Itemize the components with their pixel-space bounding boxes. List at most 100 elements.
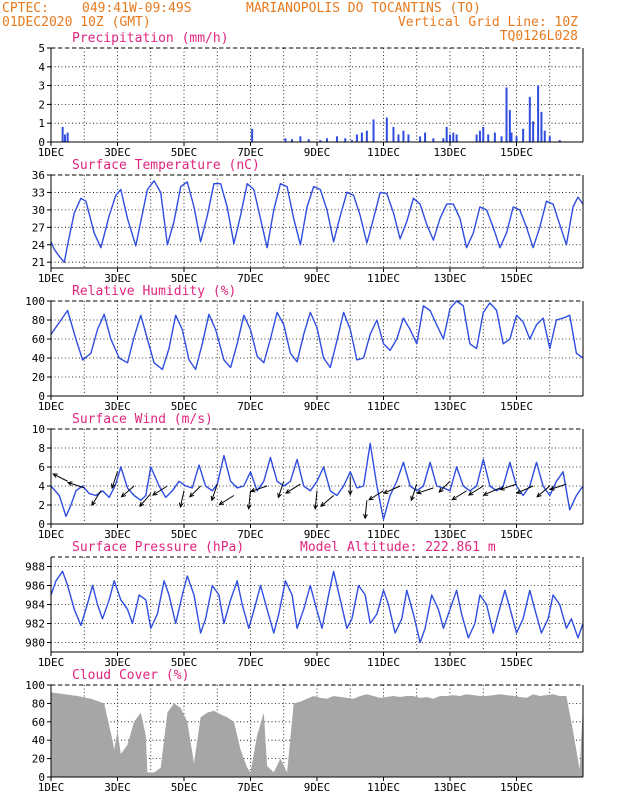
wind-arrow-head [66, 481, 73, 486]
pres-ytick-label: 980 [25, 637, 45, 650]
cloud-ytick-label: 40 [32, 734, 45, 747]
precip-ytick-label: 4 [38, 61, 45, 74]
header-station: MARIANOPOLIS DO TOCANTINS (TO) [246, 1, 481, 16]
wind-arrow-head [482, 491, 489, 496]
pres-panel: 980 982 984 986 988 1DEC 3DEC 5DEC 7DEC 9DEC 11DEC… [25, 540, 584, 669]
cloud-xtick-label: 9DEC [304, 781, 331, 794]
precip-bar [478, 130, 481, 142]
pres-title: Surface Pressure (hPa) [72, 540, 244, 555]
wind-xtick-label: 5DEC [171, 528, 198, 541]
wind-arrow-head [285, 489, 291, 494]
precip-bar [487, 134, 490, 142]
wind-arrow-shaft [121, 485, 135, 498]
precip-bar [500, 136, 503, 142]
wind-arrow-head [218, 500, 225, 506]
wind-arrow-head [416, 489, 422, 495]
wind-arrow-head [178, 502, 184, 509]
precip-bar [397, 134, 400, 142]
precip-bar [424, 132, 427, 142]
wind-ytick-label: 6 [38, 461, 45, 474]
pres-xtick-label: 15DEC [500, 656, 533, 669]
rh-ytick-label: 60 [32, 333, 45, 346]
wind-arrow-head [549, 486, 555, 491]
wind-ytick-label: 2 [38, 499, 45, 512]
wind-arrow-shaft [189, 485, 201, 498]
wind-arrow-head [152, 490, 158, 496]
wind-arrow-shaft [67, 482, 85, 489]
header-coordinates: 049:41W-09:49S [82, 1, 192, 16]
cloud-ytick-label: 80 [32, 697, 45, 710]
precip-bar [307, 139, 310, 142]
precip-bar [522, 128, 525, 142]
precip-bar [449, 134, 451, 142]
precip-bar [505, 87, 508, 142]
rh-xtick-label: 1DEC [38, 400, 65, 413]
precip-xtick-label: 9DEC [304, 146, 331, 159]
pres-xtick-label: 1DEC [38, 656, 65, 669]
wind-arrow-head [467, 490, 474, 496]
rh-ytick-label: 0 [38, 390, 45, 403]
pres-ytick-label: 988 [25, 561, 45, 574]
precip-ytick-label: 1 [38, 117, 45, 130]
header-grid-line: Vertical Grid Line: 10Z [398, 15, 578, 30]
wind-xtick-label: 7DEC [237, 528, 264, 541]
precip-bar [365, 130, 368, 142]
precip-bar [540, 111, 543, 142]
precip-xtick-label: 7DEC [237, 146, 264, 159]
precip-xtick-label: 3DEC [104, 146, 131, 159]
temp-title: Surface Temperature (nC) [72, 158, 260, 173]
panels: 0 1 2 3 4 5 1DEC 3DEC 5DEC 7DEC 9DEC 11DEC 13DEC 15DE… [25, 31, 584, 794]
precip-bar [350, 140, 353, 142]
wind-arrow-shaft [111, 471, 118, 489]
wind-xtick-label: 3DEC [104, 528, 131, 541]
wind-xtick-label: 11DEC [367, 528, 400, 541]
rh-xtick-label: 9DEC [304, 400, 331, 413]
wind-arrow-shaft [550, 483, 567, 490]
pres-ytick-label: 984 [25, 599, 45, 612]
wind-ytick-label: 0 [38, 518, 45, 531]
pres-line [50, 570, 584, 644]
precip-ytick-label: 3 [38, 80, 45, 93]
wind-arrow-head [368, 495, 374, 501]
cloud-xtick-label: 7DEC [237, 781, 264, 794]
wind-arrow-shaft [417, 487, 434, 494]
precip-bar [508, 110, 511, 142]
precip-xtick-label: 1DEC [38, 146, 65, 159]
wind-arrow-head [210, 495, 216, 502]
wind-arrow-shaft [139, 493, 152, 507]
wind-arrow-shaft [483, 487, 501, 496]
wind-arrow-head [320, 501, 326, 508]
wind-arrow-head [111, 483, 116, 490]
pres-xtick-label: 5DEC [171, 656, 198, 669]
rh-xtick-label: 15DEC [500, 400, 533, 413]
wind-arrow-shaft [91, 490, 102, 506]
precip-xtick-label: 15DEC [500, 146, 533, 159]
pres-ytick-label: 986 [25, 580, 45, 593]
precip-bar [344, 138, 347, 142]
wind-arrow-shaft [320, 495, 334, 507]
pres-xtick-label: 7DEC [237, 656, 264, 669]
wind-arrow-shaft [451, 490, 467, 501]
cloud-xtick-label: 3DEC [104, 781, 131, 794]
precip-bar [335, 136, 338, 142]
precip-bar [452, 132, 455, 142]
precip-bar [61, 126, 64, 142]
precip-bar [482, 126, 485, 142]
precip-bar [284, 138, 287, 142]
wind-panel: 0 2 4 6 8 10 1DEC 3DEC 5DEC 7DEC 9DEC 11DEC 13DEC 15D… [32, 412, 584, 541]
wind-arrow-shaft [53, 473, 68, 482]
wind-xtick-label: 9DEC [304, 528, 331, 541]
temp-xtick-label: 5DEC [171, 272, 198, 285]
temp-ytick-label: 27 [32, 221, 45, 234]
pres-xtick-label: 9DEC [304, 656, 331, 669]
precip-bar [532, 121, 535, 142]
temp-ytick-label: 36 [32, 169, 45, 182]
cloud-ytick-label: 20 [32, 753, 45, 766]
precip-bar [407, 134, 410, 142]
rh-xtick-label: 5DEC [171, 400, 198, 413]
wind-ytick-label: 4 [38, 480, 45, 493]
precip-bar [360, 132, 363, 142]
precip-bar [385, 117, 388, 142]
temp-ytick-label: 21 [32, 256, 45, 269]
wind-arrow-head [189, 492, 195, 498]
